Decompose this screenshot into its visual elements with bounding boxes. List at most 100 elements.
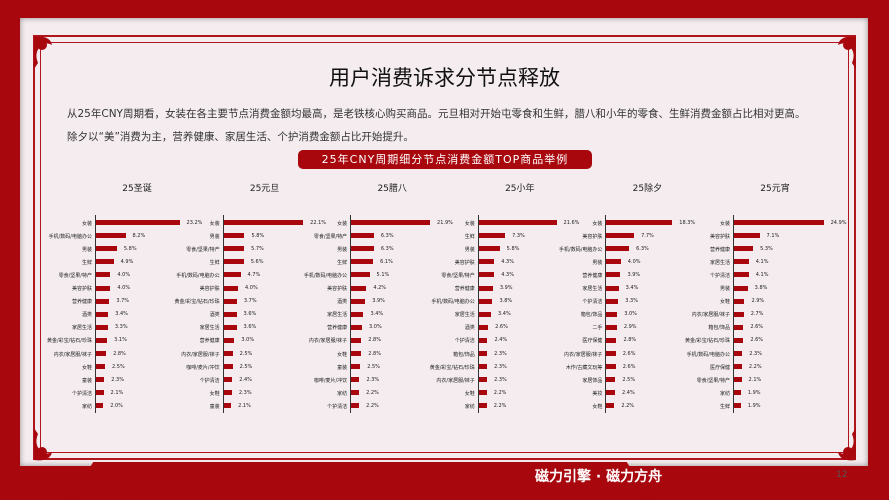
bar [734,403,741,409]
bar [351,259,374,265]
category-label: 营养健康 [454,286,475,292]
bar [478,364,488,370]
bar [223,285,238,291]
bar [223,220,304,225]
bar [351,351,362,356]
category-label: 美容护肤 [709,233,730,240]
value-label: 3.4% [498,311,511,318]
category-label: 女鞋 [464,390,475,397]
category-label: 酒类 [464,325,475,332]
category-label: 内衣/家居服/袜子 [564,351,603,358]
bar [351,337,362,343]
category-label: 内衣/家居服/袜子 [691,312,730,319]
category-label: 美容护肤 [71,286,92,292]
value-label: 2.4% [494,337,508,344]
slide-panel [20,18,868,466]
value-label: 2.0% [110,402,123,409]
value-label: 2.7% [750,311,764,318]
bar [223,233,245,239]
value-label: 2.5% [112,363,125,370]
value-label: 2.1% [748,376,762,383]
category-label: 男装 [209,233,220,240]
category-label: 个护清洁 [709,272,730,279]
category-label: 黄金/彩宝/钻石/珍珠 [429,364,475,371]
bar [606,364,616,370]
decorative-frame [33,35,856,460]
bar [478,259,495,265]
bar [734,298,745,304]
bar [351,233,374,239]
footer-band [70,462,650,500]
category-label: 家居生活 [454,312,475,319]
value-label: 2.8% [113,350,126,357]
value-label: 2.8% [623,337,637,344]
value-label: 2.2% [366,389,379,396]
value-label: 7.1% [766,232,780,239]
value-label: 3.4% [370,311,384,318]
value-label: 5.8% [251,232,265,239]
value-label: 1.9% [747,389,761,396]
category-label: 营养健康 [199,338,220,345]
bar [351,298,366,304]
corner-ornament-icon [34,36,52,69]
value-label: 7.7% [641,232,654,239]
bar [96,403,104,409]
bar [734,285,748,291]
value-label: 2.3% [494,350,507,357]
category-label: 手机/数码/电脑办公 [48,233,92,240]
value-label: 2.8% [368,337,381,344]
bar [478,298,493,304]
category-label: 箱包/饰品 [453,351,475,358]
bar [96,390,104,396]
category-label: 零食/坚果/特产 [186,246,220,253]
category-label: 女鞋 [719,299,730,306]
category-label: 家纺 [337,390,348,397]
value-label: 3.8% [754,285,768,291]
bar [351,285,367,291]
category-label: 黄金/彩宝/钻石/珍珠 [684,338,730,345]
value-label: 3.7% [116,298,130,305]
bar [734,351,743,356]
chart-axis [95,215,96,413]
bar [734,220,824,225]
bar [606,377,616,383]
category-label: 家居生活 [71,325,92,332]
bar [96,220,180,225]
bar [478,337,488,343]
bar [606,233,635,239]
category-label: 男装 [464,246,475,253]
category-label: 零食/坚果/特产 [696,377,730,384]
category-label: 女装 [337,220,348,227]
category-label: 零食/坚果/特产 [313,233,348,240]
bar [478,311,492,317]
value-label: 18.3% [679,219,696,226]
bar [223,377,233,383]
bar [606,390,616,396]
chart-axis [605,215,607,413]
value-label: 2.3% [494,363,507,370]
value-label: 4.0% [245,285,258,291]
bar [606,298,619,304]
bar [351,324,362,330]
brand-logo: 磁力引擎 · 磁力方舟 [535,469,663,485]
value-label: 4.1% [755,258,769,265]
category-label: 箱包/饰品 [580,312,603,319]
page-number: 12 [836,470,848,480]
value-label: 21.9% [437,219,453,226]
bar [478,285,493,291]
category-label: 童装 [81,377,92,384]
bar [606,259,621,265]
bar [351,377,360,383]
value-label: 23.2% [186,219,203,226]
bar [478,246,500,252]
category-label: 木作/古藏文玩等 [565,364,603,371]
value-label: 2.6% [750,324,764,331]
category-label: 家居生活 [582,286,603,292]
value-label: 3.1% [114,337,127,344]
category-label: 美容护肤 [454,259,475,266]
category-label: 家居生活 [709,259,730,266]
value-label: 5.6% [250,258,264,265]
value-label: 2.2% [621,402,635,409]
bar [734,311,744,317]
category-label: 医疗保健 [582,338,603,345]
